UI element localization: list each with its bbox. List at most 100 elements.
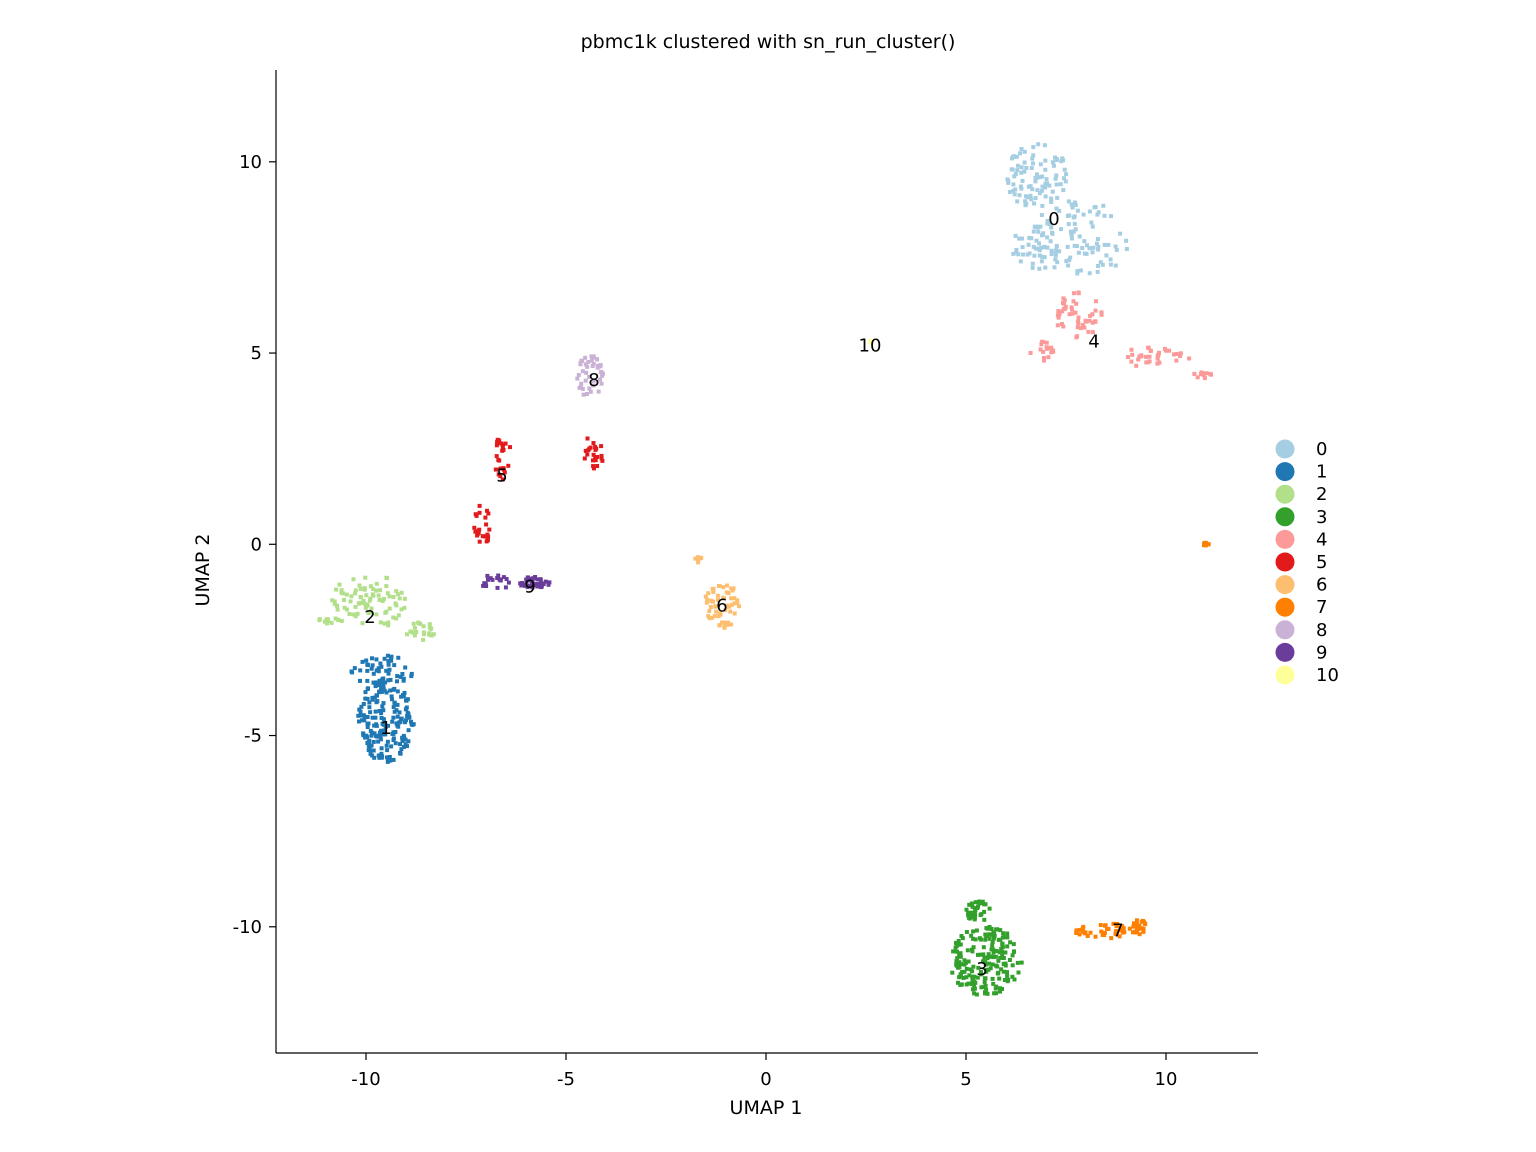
point bbox=[1114, 924, 1119, 929]
point bbox=[358, 586, 363, 591]
point bbox=[395, 702, 400, 707]
point bbox=[1088, 313, 1093, 318]
point bbox=[1038, 245, 1043, 250]
point bbox=[374, 588, 379, 593]
point bbox=[956, 939, 961, 943]
point bbox=[1038, 224, 1043, 229]
point bbox=[1124, 247, 1129, 251]
point bbox=[1099, 310, 1104, 315]
point bbox=[712, 614, 717, 619]
point bbox=[954, 940, 958, 945]
point bbox=[729, 622, 734, 627]
point bbox=[485, 508, 489, 513]
point bbox=[1012, 192, 1017, 197]
point bbox=[973, 906, 978, 911]
point bbox=[982, 976, 987, 981]
point bbox=[593, 447, 598, 452]
point bbox=[427, 631, 432, 636]
point bbox=[355, 611, 360, 616]
point bbox=[1000, 953, 1005, 958]
point bbox=[497, 439, 501, 444]
point bbox=[495, 576, 500, 580]
point bbox=[1002, 935, 1007, 940]
point bbox=[368, 610, 373, 615]
point bbox=[416, 620, 421, 625]
point bbox=[1074, 931, 1079, 935]
point bbox=[386, 662, 391, 667]
point bbox=[1045, 221, 1050, 226]
point bbox=[1167, 348, 1172, 353]
point bbox=[599, 444, 604, 449]
point bbox=[411, 621, 416, 626]
point bbox=[332, 602, 337, 606]
point bbox=[950, 970, 955, 975]
point bbox=[506, 463, 511, 468]
point bbox=[379, 686, 383, 691]
point bbox=[525, 585, 530, 590]
point bbox=[368, 584, 373, 589]
point bbox=[711, 589, 716, 594]
point bbox=[1076, 250, 1081, 255]
point bbox=[521, 583, 525, 588]
point bbox=[1042, 143, 1047, 148]
point bbox=[971, 964, 976, 969]
legend-marker bbox=[1275, 620, 1295, 640]
point bbox=[390, 719, 395, 724]
point bbox=[1031, 145, 1036, 150]
point bbox=[1037, 241, 1042, 246]
point bbox=[1205, 542, 1210, 547]
point bbox=[966, 913, 971, 918]
point bbox=[1113, 244, 1118, 249]
point bbox=[1000, 949, 1005, 954]
point bbox=[1108, 257, 1113, 262]
point bbox=[1080, 323, 1085, 327]
legend-marker bbox=[1275, 529, 1295, 549]
point bbox=[421, 624, 426, 629]
y-tick-label: 10 bbox=[239, 152, 262, 173]
point bbox=[1056, 315, 1061, 320]
point bbox=[359, 600, 364, 605]
point bbox=[1099, 312, 1104, 317]
point bbox=[1204, 371, 1209, 376]
point bbox=[1090, 320, 1095, 325]
point bbox=[966, 959, 971, 964]
point bbox=[398, 750, 402, 755]
point bbox=[329, 620, 334, 625]
point bbox=[367, 700, 372, 705]
point bbox=[401, 745, 406, 749]
point bbox=[376, 669, 381, 674]
point bbox=[391, 757, 396, 762]
point bbox=[378, 588, 383, 593]
point bbox=[1015, 168, 1020, 173]
point bbox=[965, 948, 970, 953]
series-7 bbox=[1074, 540, 1211, 941]
point bbox=[1113, 263, 1118, 268]
point bbox=[358, 713, 363, 718]
point bbox=[1049, 196, 1054, 201]
point bbox=[1017, 193, 1022, 198]
series-10 bbox=[868, 339, 873, 346]
cluster-label-5: 5 bbox=[496, 465, 507, 486]
legend-marker bbox=[1275, 439, 1295, 459]
point bbox=[503, 585, 508, 590]
point bbox=[997, 986, 1002, 991]
point bbox=[983, 960, 988, 964]
point bbox=[1034, 238, 1039, 243]
point bbox=[1053, 176, 1058, 181]
point bbox=[352, 666, 357, 671]
point bbox=[1157, 350, 1161, 355]
point bbox=[383, 732, 388, 737]
point bbox=[1070, 307, 1074, 312]
point bbox=[1045, 245, 1050, 250]
point bbox=[351, 612, 356, 617]
point bbox=[1050, 230, 1054, 235]
point bbox=[1033, 196, 1038, 201]
point bbox=[414, 630, 419, 634]
point bbox=[1131, 924, 1136, 929]
point bbox=[349, 594, 354, 599]
point bbox=[959, 934, 964, 938]
point bbox=[368, 728, 373, 733]
point bbox=[395, 723, 400, 728]
point bbox=[1082, 239, 1087, 244]
point bbox=[696, 560, 701, 565]
